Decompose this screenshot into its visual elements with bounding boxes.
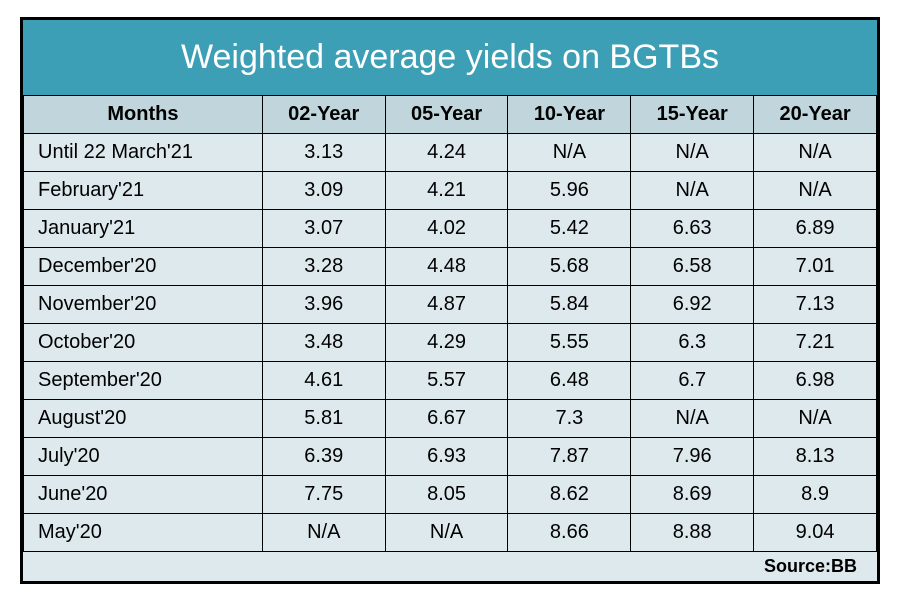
value-cell: N/A [631, 399, 754, 437]
value-cell: 5.96 [508, 171, 631, 209]
table-row: Until 22 March'213.134.24N/AN/AN/A [24, 133, 877, 171]
value-cell: 8.69 [631, 475, 754, 513]
value-cell: 7.87 [508, 437, 631, 475]
table-row: January'213.074.025.426.636.89 [24, 209, 877, 247]
value-cell: N/A [262, 513, 385, 551]
table-row: June'207.758.058.628.698.9 [24, 475, 877, 513]
value-cell: 8.66 [508, 513, 631, 551]
month-cell: Until 22 March'21 [24, 133, 263, 171]
table-row: February'213.094.215.96N/AN/A [24, 171, 877, 209]
col-header-3: 10-Year [508, 95, 631, 133]
value-cell: 3.09 [262, 171, 385, 209]
value-cell: 6.93 [385, 437, 508, 475]
table-row: December'203.284.485.686.587.01 [24, 247, 877, 285]
value-cell: 4.21 [385, 171, 508, 209]
table-row: July'206.396.937.877.968.13 [24, 437, 877, 475]
value-cell: 6.67 [385, 399, 508, 437]
value-cell: 7.96 [631, 437, 754, 475]
table-row: August'205.816.677.3N/AN/A [24, 399, 877, 437]
col-header-4: 15-Year [631, 95, 754, 133]
value-cell: N/A [631, 133, 754, 171]
col-header-1: 02-Year [262, 95, 385, 133]
value-cell: 4.61 [262, 361, 385, 399]
value-cell: 6.92 [631, 285, 754, 323]
value-cell: 5.55 [508, 323, 631, 361]
table-row: September'204.615.576.486.76.98 [24, 361, 877, 399]
value-cell: N/A [754, 133, 877, 171]
value-cell: 7.13 [754, 285, 877, 323]
value-cell: 3.13 [262, 133, 385, 171]
table-row: November'203.964.875.846.927.13 [24, 285, 877, 323]
value-cell: 8.05 [385, 475, 508, 513]
value-cell: 5.68 [508, 247, 631, 285]
col-header-5: 20-Year [754, 95, 877, 133]
value-cell: 6.39 [262, 437, 385, 475]
month-cell: July'20 [24, 437, 263, 475]
table-body: Until 22 March'213.134.24N/AN/AN/AFebrua… [24, 133, 877, 551]
value-cell: 7.3 [508, 399, 631, 437]
value-cell: 3.07 [262, 209, 385, 247]
value-cell: 3.96 [262, 285, 385, 323]
month-cell: May'20 [24, 513, 263, 551]
value-cell: 8.9 [754, 475, 877, 513]
col-header-2: 05-Year [385, 95, 508, 133]
month-cell: June'20 [24, 475, 263, 513]
value-cell: 6.3 [631, 323, 754, 361]
value-cell: 5.81 [262, 399, 385, 437]
value-cell: N/A [754, 171, 877, 209]
table-row: May'20N/AN/A8.668.889.04 [24, 513, 877, 551]
value-cell: 4.29 [385, 323, 508, 361]
month-cell: December'20 [24, 247, 263, 285]
month-cell: November'20 [24, 285, 263, 323]
value-cell: 6.63 [631, 209, 754, 247]
value-cell: 4.02 [385, 209, 508, 247]
value-cell: 6.58 [631, 247, 754, 285]
col-header-0: Months [24, 95, 263, 133]
month-cell: August'20 [24, 399, 263, 437]
value-cell: N/A [385, 513, 508, 551]
month-cell: October'20 [24, 323, 263, 361]
value-cell: 6.48 [508, 361, 631, 399]
value-cell: 7.75 [262, 475, 385, 513]
value-cell: 4.24 [385, 133, 508, 171]
value-cell: 5.42 [508, 209, 631, 247]
value-cell: 8.88 [631, 513, 754, 551]
value-cell: 7.21 [754, 323, 877, 361]
chart-title: Weighted average yields on BGTBs [181, 38, 719, 76]
table-row: October'203.484.295.556.37.21 [24, 323, 877, 361]
value-cell: N/A [631, 171, 754, 209]
table-header-row: Months02-Year05-Year10-Year15-Year20-Yea… [24, 95, 877, 133]
yields-table: Months02-Year05-Year10-Year15-Year20-Yea… [23, 95, 877, 552]
value-cell: 3.28 [262, 247, 385, 285]
value-cell: 6.89 [754, 209, 877, 247]
value-cell: 4.87 [385, 285, 508, 323]
value-cell: 7.01 [754, 247, 877, 285]
value-cell: 8.13 [754, 437, 877, 475]
value-cell: 8.62 [508, 475, 631, 513]
value-cell: N/A [754, 399, 877, 437]
value-cell: 6.98 [754, 361, 877, 399]
value-cell: 3.48 [262, 323, 385, 361]
value-cell: 5.57 [385, 361, 508, 399]
source-label: Source:BB [23, 552, 877, 581]
value-cell: 4.48 [385, 247, 508, 285]
value-cell: 5.84 [508, 285, 631, 323]
month-cell: February'21 [24, 171, 263, 209]
month-cell: September'20 [24, 361, 263, 399]
month-cell: January'21 [24, 209, 263, 247]
value-cell: 9.04 [754, 513, 877, 551]
value-cell: 6.7 [631, 361, 754, 399]
value-cell: N/A [508, 133, 631, 171]
table-container: Weighted average yields on BGTBs Months0… [20, 17, 880, 584]
title-bar: Weighted average yields on BGTBs [23, 20, 877, 95]
